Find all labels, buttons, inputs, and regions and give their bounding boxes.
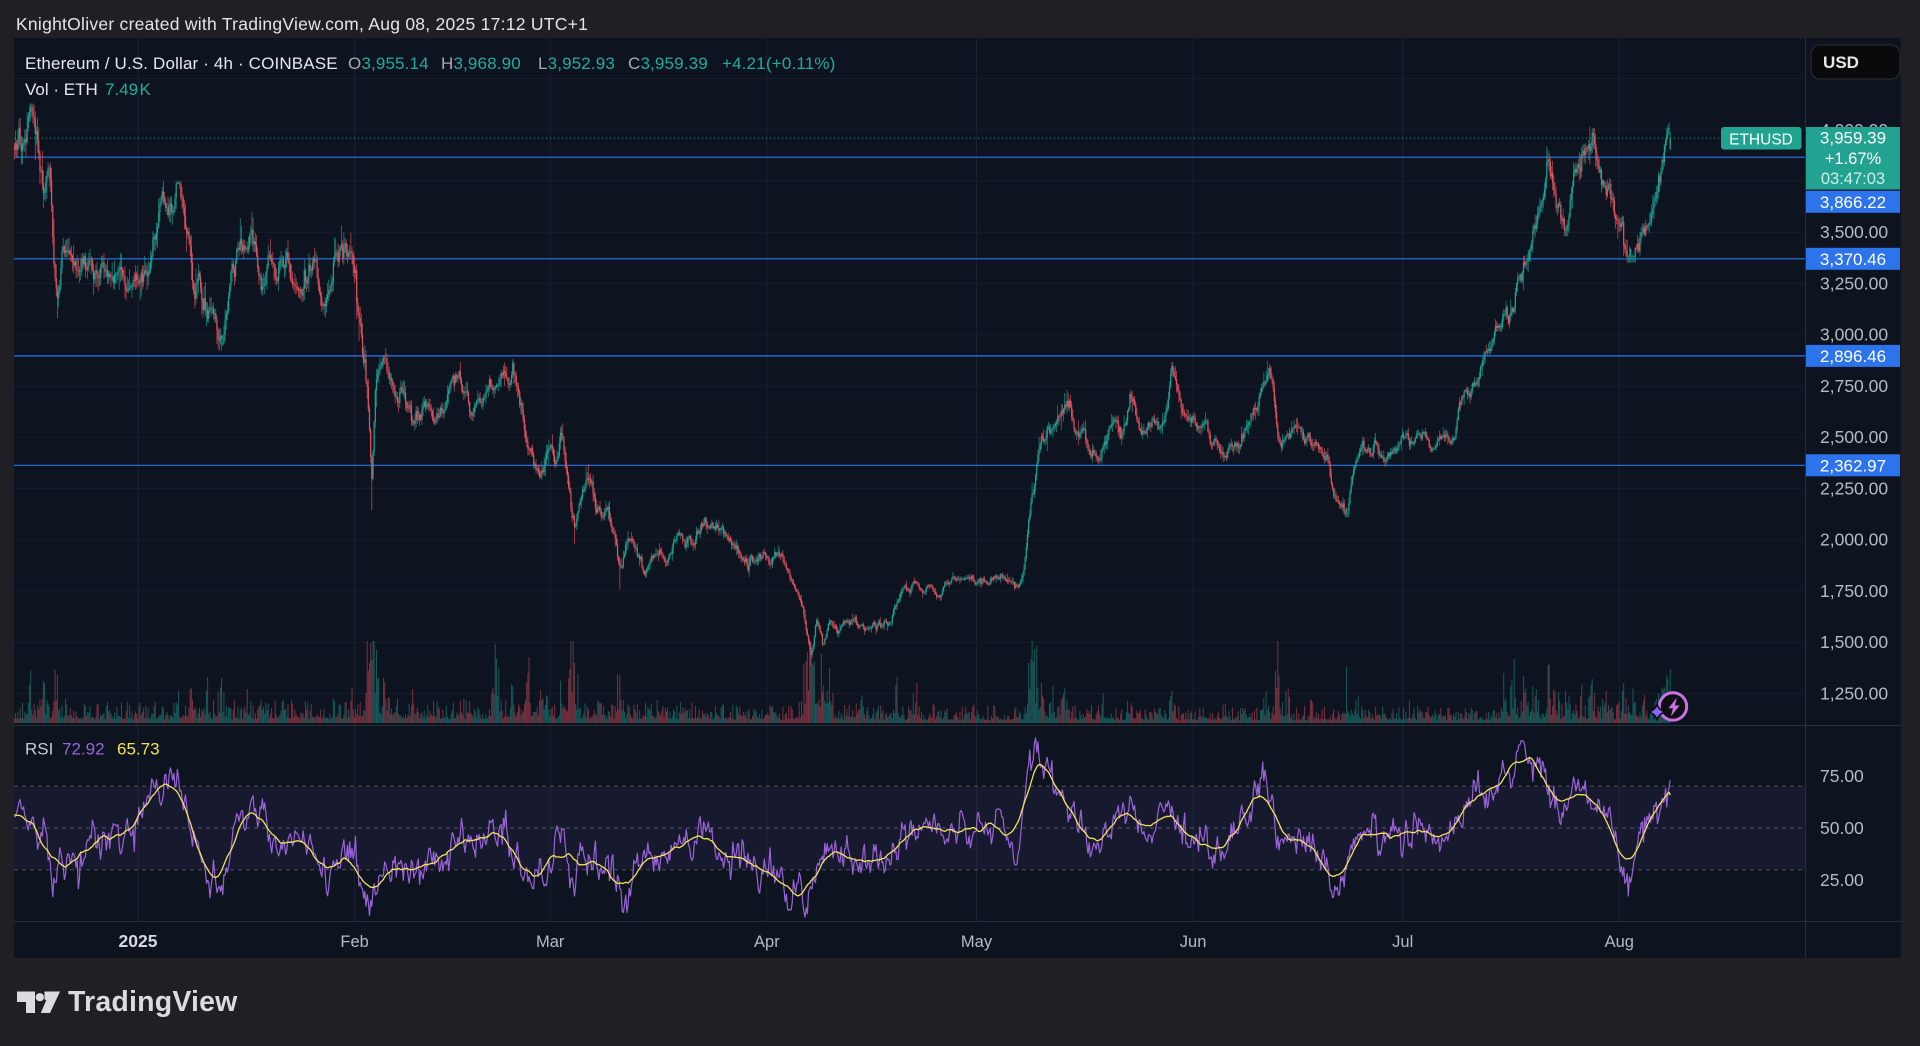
svg-text:May: May: [961, 933, 993, 951]
svg-text:25.00: 25.00: [1820, 870, 1864, 890]
svg-text:75.00: 75.00: [1820, 766, 1864, 786]
svg-text:Aug: Aug: [1605, 933, 1634, 951]
svg-text:03:47:03: 03:47:03: [1821, 170, 1885, 188]
svg-text:ETHUSD: ETHUSD: [1729, 132, 1793, 149]
svg-text:Ethereum / U.S. Dollar · 4h ·: Ethereum / U.S. Dollar · 4h · COINBASE O3…: [25, 54, 835, 73]
svg-text:3,500.00: 3,500.00: [1820, 222, 1888, 242]
svg-text:2,362.97: 2,362.97: [1820, 456, 1886, 475]
svg-text:Jul: Jul: [1392, 933, 1413, 951]
svg-text:3,959.39: 3,959.39: [1820, 129, 1886, 148]
svg-text:1,750.00: 1,750.00: [1820, 581, 1888, 601]
svg-text:2,500.00: 2,500.00: [1820, 427, 1888, 447]
svg-text:Feb: Feb: [340, 933, 368, 951]
svg-text:2,896.46: 2,896.46: [1820, 347, 1886, 366]
svg-text:+1.67%: +1.67%: [1825, 150, 1882, 168]
svg-text:TradingView: TradingView: [68, 986, 238, 1018]
svg-text:Apr: Apr: [754, 933, 780, 951]
svg-text:3,000.00: 3,000.00: [1820, 325, 1888, 345]
svg-text:2,250.00: 2,250.00: [1820, 478, 1888, 498]
svg-text:2,750.00: 2,750.00: [1820, 376, 1888, 396]
svg-text:3,250.00: 3,250.00: [1820, 274, 1888, 294]
svg-text:3,370.46: 3,370.46: [1820, 250, 1886, 269]
svg-text:USD: USD: [1823, 53, 1859, 72]
svg-text:Mar: Mar: [536, 933, 565, 951]
svg-text:3,866.22: 3,866.22: [1820, 193, 1886, 212]
svg-text:KnightOliver created with Trad: KnightOliver created with TradingView.co…: [16, 14, 588, 34]
svg-text:2,000.00: 2,000.00: [1820, 530, 1888, 550]
svg-text:2025: 2025: [119, 931, 158, 951]
svg-text:Jun: Jun: [1180, 933, 1207, 951]
svg-text:1,500.00: 1,500.00: [1820, 632, 1888, 652]
svg-text:50.00: 50.00: [1820, 818, 1864, 838]
svg-text:1,250.00: 1,250.00: [1820, 683, 1888, 703]
